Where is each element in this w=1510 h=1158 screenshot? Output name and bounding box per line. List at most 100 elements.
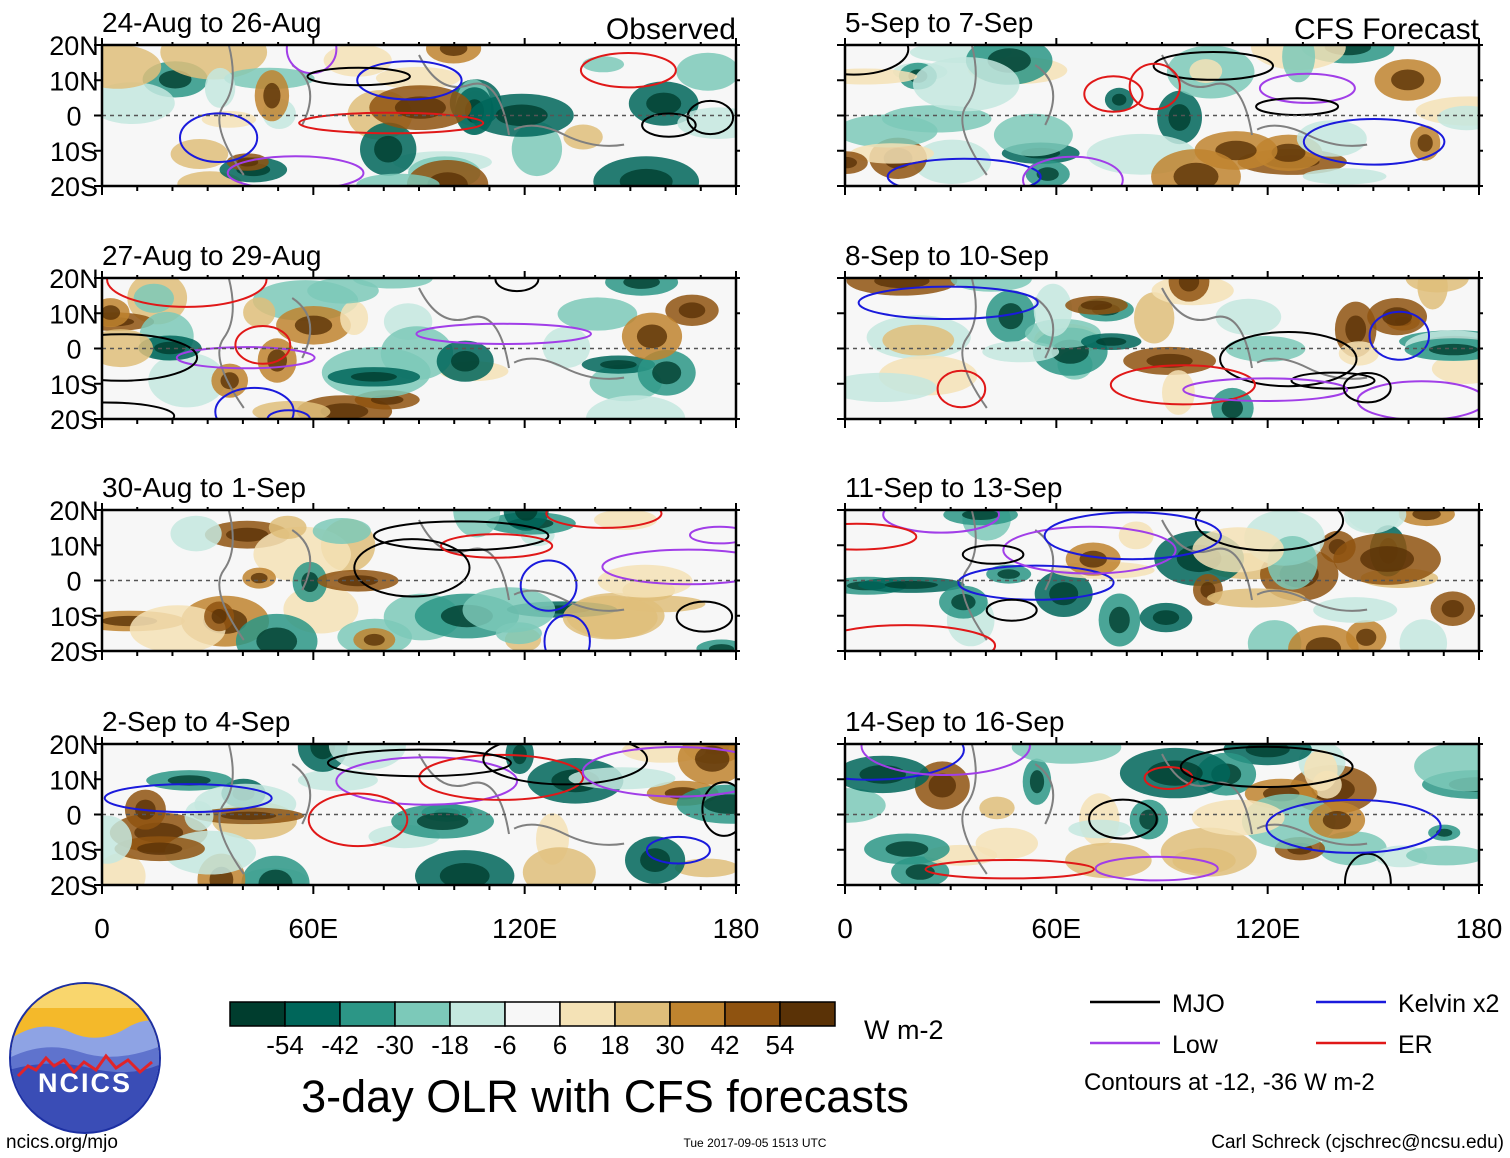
olr-anomaly-core: [1029, 770, 1045, 794]
olr-anomaly-core: [1049, 582, 1079, 606]
logo-mountain-front: [11, 1063, 159, 1132]
coastline: [218, 45, 625, 176]
y-tick-label: 10N: [49, 299, 99, 329]
colorbar-swatch: [394, 1001, 451, 1027]
contour-er: [307, 792, 409, 848]
olr-anomaly-core: [885, 841, 929, 857]
panel-period-label: 14-Sep to 16-Sep: [845, 706, 1065, 737]
olr-anomaly-core: [220, 811, 277, 820]
x-tick-label: 120E: [492, 913, 557, 944]
contour-mjo: [1255, 97, 1340, 116]
colorbar-tick-label: 6: [553, 1030, 567, 1060]
olr-anomaly-core: [1429, 343, 1478, 356]
x-tick-label: 0: [837, 913, 853, 944]
x-tick-label: 60E: [288, 913, 338, 944]
olr-anomaly-core: [951, 593, 976, 611]
olr-anomaly-core: [320, 403, 369, 419]
olr-anomaly-blob: [522, 847, 596, 885]
olr-field: [102, 45, 736, 186]
contour-mjo: [845, 45, 910, 76]
contour-low: [226, 155, 365, 186]
olr-anomaly-blob: [340, 301, 369, 335]
y-tick-label: 10N: [49, 531, 99, 561]
legend-label: Low: [1172, 1031, 1219, 1059]
olr-anomaly-core: [1112, 93, 1127, 106]
contour-mjo: [306, 66, 411, 87]
olr-anomaly-core: [1412, 510, 1441, 521]
olr-anomaly-core: [1109, 606, 1130, 634]
coastline: [218, 744, 625, 875]
olr-anomaly-blob: [1406, 845, 1479, 866]
colorbar-tick-label: -42: [321, 1030, 359, 1060]
panel-column-label: Observed: [606, 13, 736, 46]
olr-anomaly-blob: [845, 788, 886, 823]
contour-mjo: [353, 538, 471, 598]
olr-anomaly-blob: [1033, 283, 1073, 337]
y-tick-label: 20S: [50, 637, 98, 667]
olr-anomaly-blob: [1344, 510, 1400, 534]
x-tick-label: 60E: [1031, 913, 1081, 944]
olr-anomaly-blob: [1417, 278, 1448, 310]
olr-anomaly-core: [256, 627, 298, 651]
olr-anomaly-blob: [1207, 588, 1306, 608]
olr-anomaly-core: [600, 360, 637, 370]
olr-anomaly-blob: [850, 143, 934, 164]
contour-mjo: [373, 520, 550, 552]
colorbar-swatch: [779, 1001, 836, 1027]
olr-anomaly-core: [258, 869, 293, 885]
y-tick-label: 20N: [49, 264, 99, 294]
olr-anomaly-blob: [676, 52, 736, 91]
olr-anomaly-core: [1036, 167, 1059, 181]
olr-anomaly-core: [1382, 307, 1412, 326]
olr-anomaly-core: [1079, 550, 1107, 568]
olr-anomaly-blob: [1192, 527, 1284, 573]
olr-field: [845, 45, 1479, 186]
y-tick-label: 20S: [50, 172, 98, 202]
olr-anomaly-core: [678, 302, 706, 319]
panel-4: 20N 10N 0 10S 20S 2-Sep to 4-Sep: [49, 706, 740, 901]
olr-anomaly-core: [874, 278, 930, 289]
contour-mjo: [102, 333, 199, 382]
olr-anomaly-blob: [563, 124, 603, 150]
contour-low: [1022, 155, 1124, 186]
contour-kelvin-x2: [645, 835, 711, 865]
olr-anomaly-core: [1345, 315, 1367, 344]
contour-er: [579, 51, 677, 89]
contour-er: [845, 624, 997, 651]
olr-anomaly-blob: [375, 66, 461, 90]
olr-anomaly-core: [623, 278, 660, 289]
contour-mjo: [641, 112, 697, 138]
contour-er: [845, 522, 918, 551]
olr-anomaly-core: [1305, 637, 1342, 651]
legend-label: MJO: [1172, 990, 1225, 1018]
contour-kelvin-x2: [857, 285, 1039, 320]
contour-kelvin-x2: [845, 744, 965, 781]
olr-anomaly-blob: [170, 139, 229, 169]
legend-label: Kelvin x2: [1398, 990, 1499, 1018]
olr-anomaly-core: [928, 773, 956, 798]
x-tick-label: 180: [713, 913, 760, 944]
ncics-logo: NCICS: [9, 982, 161, 1134]
olr-anomaly-blob: [1011, 744, 1122, 764]
olr-anomaly-blob: [1134, 292, 1175, 344]
contour-mjo: [1088, 798, 1158, 840]
olr-field: [845, 744, 1479, 885]
olr-anomaly-blob: [102, 815, 132, 864]
olr-anomaly-core: [1391, 69, 1425, 91]
y-tick-label: 0: [66, 801, 81, 831]
x-tick-label: 0: [94, 913, 110, 944]
olr-anomaly-core: [416, 812, 469, 830]
coastline: [961, 278, 1368, 409]
colorbar-swatch: [504, 1001, 561, 1027]
olr-anomaly-blob: [1296, 120, 1367, 157]
legend: MJO Kelvin x2 Low ER: [1090, 990, 1499, 1059]
olr-anomaly-blob: [845, 372, 937, 402]
contour-kelvin-x2: [103, 783, 273, 814]
logo-temperature-line: [16, 1053, 153, 1078]
colorbar-swatch: [559, 1001, 616, 1027]
contour-low: [175, 346, 316, 370]
olr-anomaly-core: [859, 765, 906, 784]
olr-anomaly-core: [695, 745, 730, 772]
panel-period-label: 11-Sep to 13-Sep: [845, 472, 1062, 503]
